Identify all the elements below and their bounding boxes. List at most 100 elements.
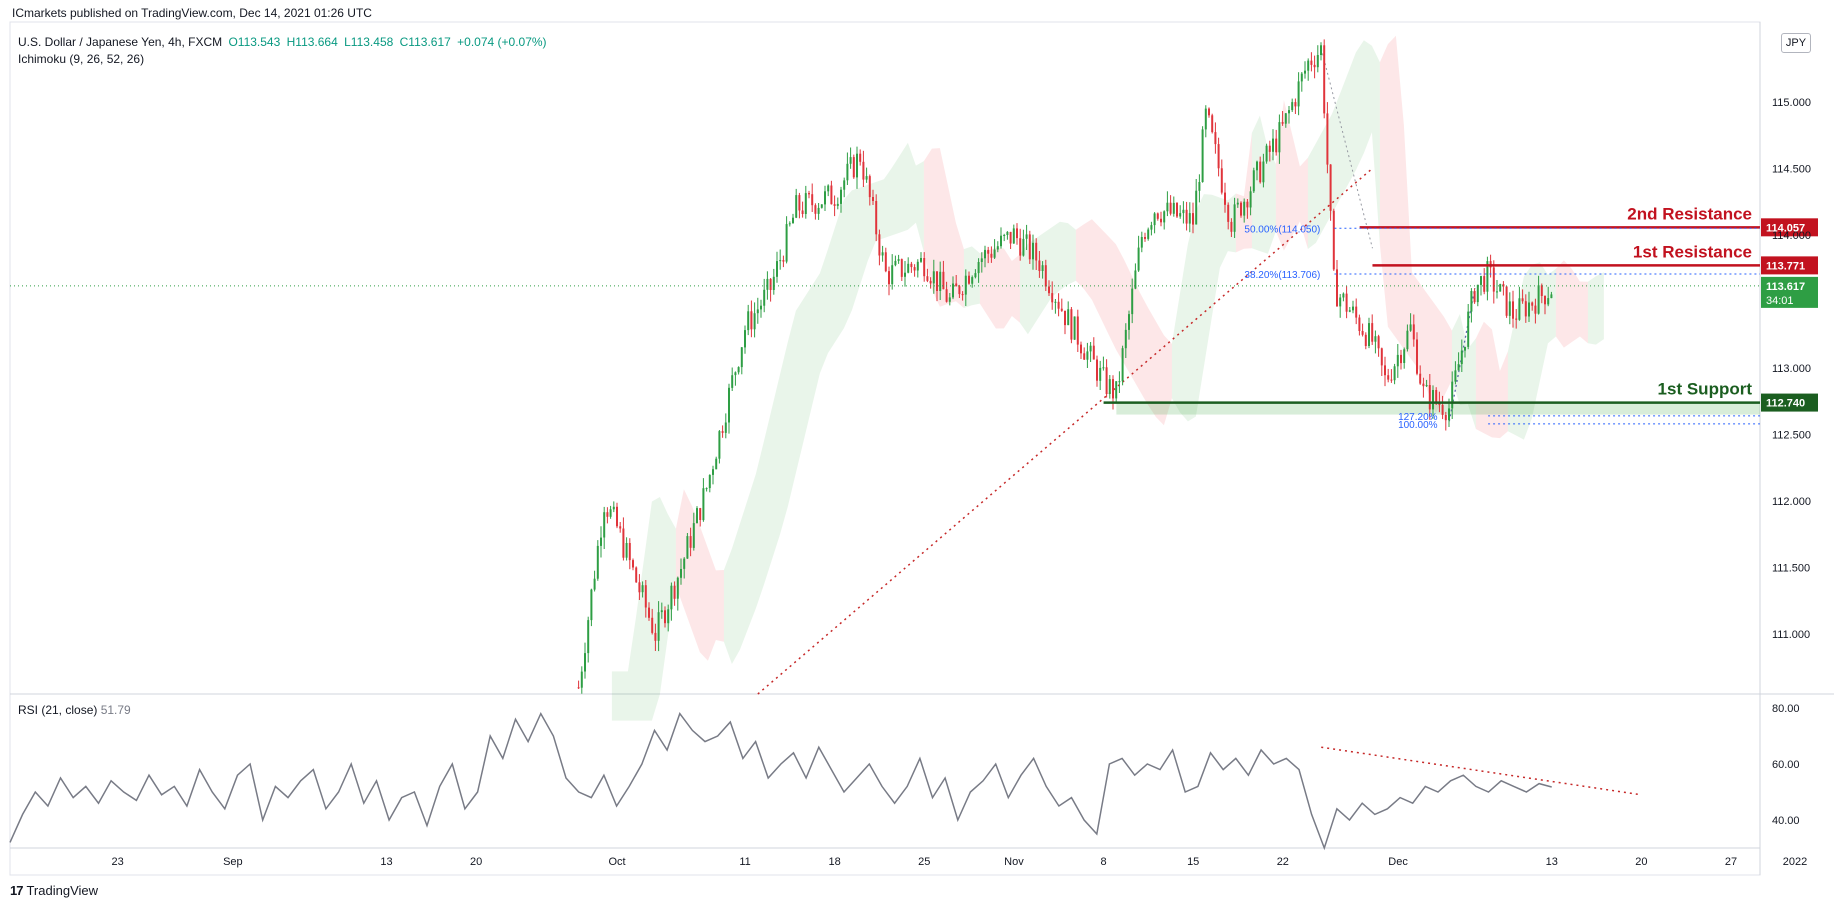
- candle-body: [955, 283, 958, 287]
- candle-body: [1323, 45, 1326, 114]
- candle-body: [1166, 202, 1169, 212]
- cloud-segment: [1075, 219, 1172, 426]
- candle-body: [654, 632, 657, 641]
- candle-body: [1454, 370, 1457, 382]
- time-tick-label: Oct: [608, 856, 625, 868]
- candle-body: [1550, 294, 1553, 299]
- change-value: +0.074 (+0.07%): [457, 35, 547, 49]
- cloud-segment: [611, 497, 676, 721]
- high-value: H113.664: [286, 35, 338, 49]
- level-price-text: 112.740: [1766, 398, 1805, 410]
- candle-body: [865, 176, 868, 180]
- candle-body: [932, 271, 935, 284]
- candle-body: [1185, 209, 1188, 224]
- candle-body: [1035, 242, 1038, 261]
- candle-body: [1012, 228, 1015, 244]
- price-tick-label: 115.000: [1772, 97, 1811, 109]
- candle-body: [820, 204, 823, 208]
- currency-button[interactable]: JPY: [1781, 33, 1811, 53]
- candle-body: [878, 234, 881, 256]
- candle-body: [1348, 310, 1351, 312]
- candle-body: [948, 297, 951, 302]
- candle-body: [1044, 265, 1047, 287]
- candle-body: [968, 275, 970, 284]
- candle-body: [1134, 270, 1137, 289]
- candle-body: [801, 210, 804, 214]
- candle-body: [1179, 213, 1182, 217]
- candle-body: [740, 347, 743, 368]
- candle-body: [1499, 284, 1502, 292]
- candle-body: [923, 258, 926, 277]
- candle-body: [792, 217, 794, 224]
- candle-body: [961, 294, 964, 296]
- candle-body: [728, 387, 730, 423]
- candle-body: [856, 153, 858, 178]
- price-tick-label: 112.500: [1772, 430, 1811, 442]
- candle-body: [881, 252, 884, 256]
- candle-body: [1416, 339, 1418, 374]
- candle-body: [1316, 55, 1319, 68]
- candle-body: [1195, 190, 1198, 225]
- candle-body: [1236, 202, 1239, 205]
- candle-body: [1377, 336, 1380, 349]
- candle-body: [1124, 329, 1127, 349]
- candle-body: [712, 469, 714, 475]
- candle-body: [664, 610, 666, 624]
- time-tick-label: 8: [1101, 856, 1107, 868]
- candle-body: [1259, 161, 1262, 183]
- candle-body: [920, 258, 922, 262]
- price-tick-label: 112.000: [1772, 496, 1811, 508]
- candle-body: [1310, 60, 1313, 65]
- candle-body: [705, 488, 708, 490]
- level-price-text: 113.771: [1766, 260, 1805, 272]
- candle-body: [996, 246, 999, 250]
- candle-body: [1409, 324, 1412, 331]
- candle-body: [1278, 122, 1281, 153]
- time-tick-label: 15: [1187, 856, 1199, 868]
- candle-body: [840, 189, 842, 204]
- close-value: C113.617: [399, 35, 451, 49]
- candle-body: [977, 262, 980, 274]
- candle-body: [1486, 261, 1489, 292]
- candle-body: [1182, 209, 1185, 214]
- candle-body: [1019, 238, 1022, 256]
- candle-body: [1326, 113, 1329, 165]
- candle-body: [1380, 348, 1383, 366]
- candle-body: [1384, 365, 1386, 376]
- candle-body: [587, 620, 590, 654]
- candle-body: [830, 185, 833, 205]
- candle-body: [1444, 415, 1447, 421]
- candle-body: [1076, 316, 1079, 345]
- candle-body: [1060, 308, 1063, 311]
- time-tick-label: 23: [112, 856, 124, 868]
- candle-body: [1009, 231, 1012, 244]
- candle-body: [1092, 345, 1095, 360]
- candle-body: [1083, 353, 1086, 360]
- cloud-segment: [1379, 35, 1452, 414]
- candle-body: [1304, 70, 1306, 74]
- candle-body: [1332, 210, 1335, 270]
- candle-body: [1460, 350, 1463, 365]
- candle-body: [1214, 132, 1217, 145]
- candle-body: [766, 278, 769, 290]
- cloud-segment: [1587, 272, 1604, 345]
- candle-body: [1393, 366, 1396, 381]
- support-zone: [1116, 402, 1760, 415]
- candle-body: [609, 509, 612, 517]
- rsi-trendline: [1321, 746, 1642, 796]
- time-tick-label: 11: [739, 856, 750, 868]
- candle-body: [1441, 404, 1444, 415]
- candle-body: [1160, 218, 1162, 223]
- candle-body: [1294, 102, 1297, 107]
- candle-body: [619, 526, 622, 529]
- candle-body: [1086, 351, 1089, 360]
- candle-body: [1121, 348, 1124, 382]
- candle-body: [1137, 247, 1140, 271]
- candle-body: [1390, 379, 1393, 381]
- candle-body: [1188, 213, 1191, 224]
- candle-body: [1073, 316, 1076, 340]
- candle-body: [1252, 170, 1255, 192]
- candle-body: [1240, 202, 1242, 216]
- candle-body: [1169, 202, 1172, 214]
